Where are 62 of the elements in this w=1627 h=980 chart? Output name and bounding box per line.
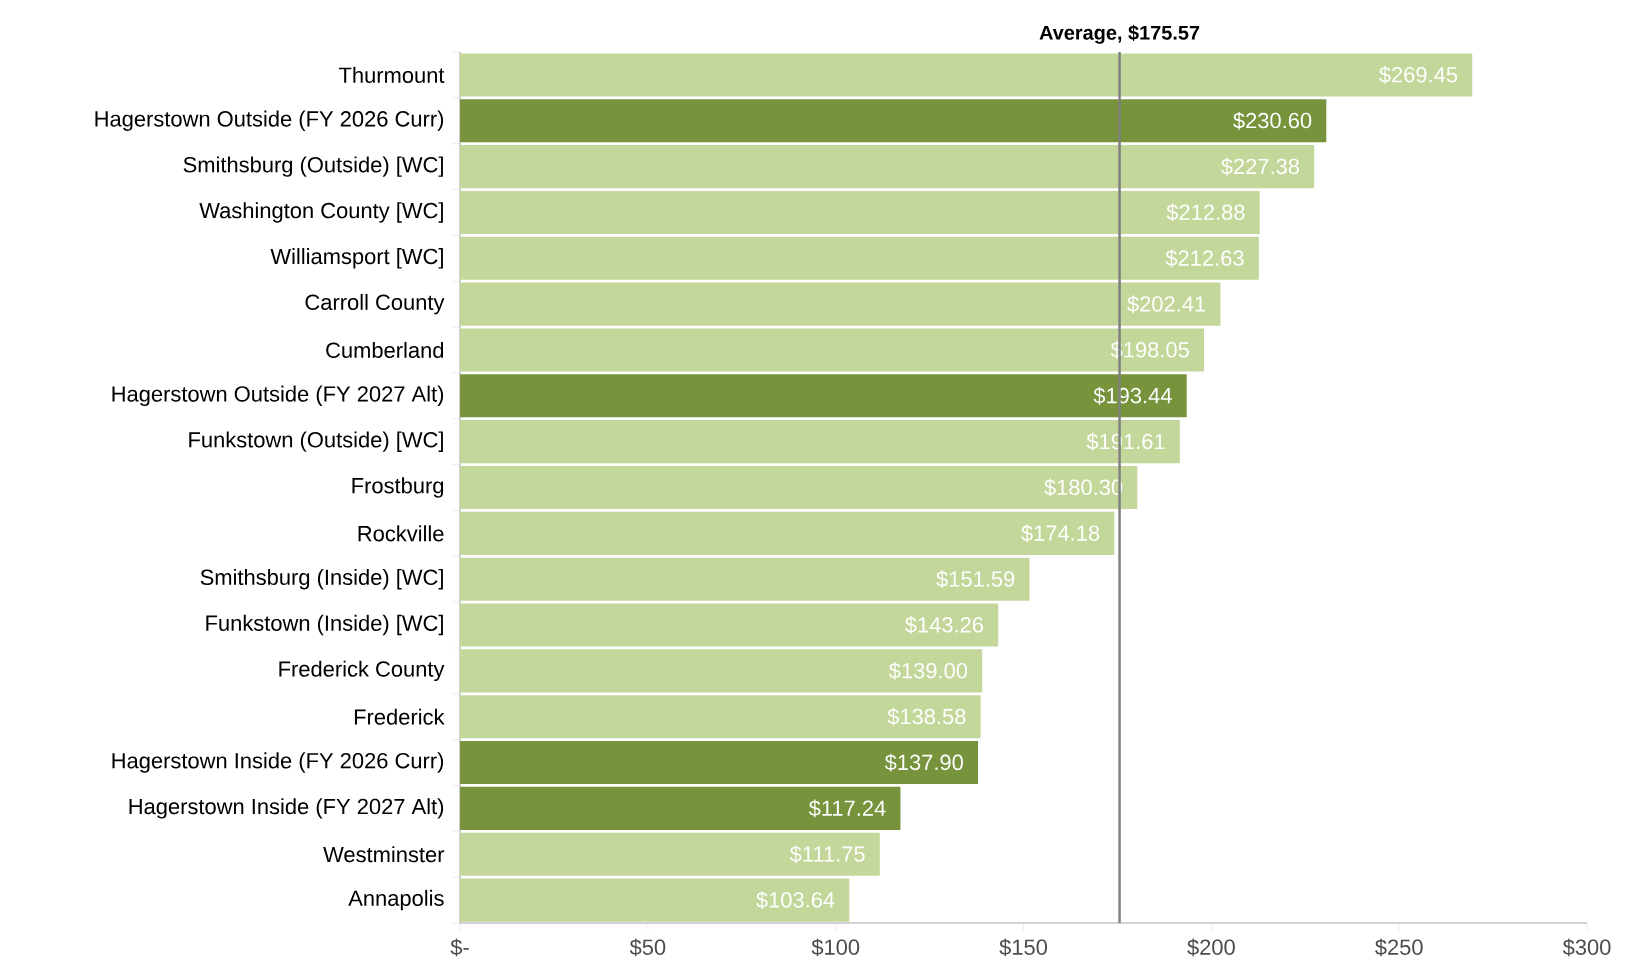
data-label: $117.24: [808, 799, 886, 818]
bar: [460, 878, 850, 922]
y-tick-label: Westminster: [323, 846, 445, 863]
x-tick-label: $100: [811, 938, 860, 957]
y-tick-label: Frostburg: [352, 477, 444, 498]
bar: [460, 99, 1327, 143]
bar: [460, 282, 1221, 326]
y-tick-label: Smithsburg (Outside) [WC]: [183, 156, 443, 177]
y-tick-label: Smithsburg (Inside) [WC]: [200, 568, 443, 590]
data-label: $193.44: [1093, 386, 1172, 405]
ref-line-label: Average, $175.57: [1039, 24, 1200, 44]
y-tick-label: Hagerstown Outside (FY 2026 Curr): [95, 110, 444, 131]
data-label: $138.58: [887, 707, 966, 726]
bar: [460, 145, 1315, 189]
data-label: $143.26: [904, 616, 984, 634]
bar: [460, 236, 1259, 280]
y-tick-label: Funkstown (Inside) [WC]: [206, 614, 443, 636]
bar: [460, 695, 981, 739]
bar: [460, 190, 1260, 234]
bar: [460, 328, 1205, 372]
bar: [460, 603, 999, 647]
y-tick-label: Hagerstown Inside (FY 2027 Alt): [129, 798, 444, 819]
bar: [460, 649, 983, 693]
bar: [460, 557, 1030, 601]
y-tick-label: Thurmount: [339, 66, 445, 83]
y-tick-label: Hagerstown Inside (FY 2026 Curr): [112, 752, 444, 773]
data-label: $202.41: [1127, 295, 1206, 313]
x-tick-label: $50: [629, 938, 666, 957]
bar: [460, 465, 1138, 510]
y-tick-label: Frederick County: [279, 660, 445, 682]
y-tick-label: Rockville: [358, 525, 444, 542]
bar: [460, 741, 979, 785]
data-label: $103.64: [756, 891, 835, 909]
bar: [460, 374, 1187, 418]
bar: [460, 832, 880, 876]
bar: [460, 511, 1115, 555]
data-label: $269.45: [1379, 66, 1458, 84]
y-tick-label: Annapolis: [348, 889, 444, 911]
data-label: $174.18: [1021, 524, 1100, 543]
x-tick-label: $150: [999, 938, 1048, 957]
y-tick-label: Hagerstown Outside (FY 2027 Alt): [112, 385, 444, 407]
y-tick-label: Williamsport [WC]: [270, 248, 443, 269]
data-label: $212.88: [1166, 203, 1245, 222]
data-label: $227.38: [1221, 157, 1300, 176]
data-label: $139.00: [888, 661, 968, 680]
y-tick-label: Carroll County: [305, 293, 445, 315]
x-tick-label: $300: [1562, 938, 1611, 957]
y-tick-label: Cumberland: [326, 341, 444, 359]
y-tick-label: Washington County [WC]: [199, 202, 443, 223]
data-label: $111.75: [789, 845, 865, 864]
x-tick-label: $-: [450, 938, 469, 957]
data-label: $230.60: [1233, 111, 1312, 130]
data-label: $151.59: [936, 570, 1015, 589]
bar: [460, 53, 1473, 97]
bar: [460, 420, 1180, 464]
data-label: $212.63: [1165, 249, 1244, 268]
y-tick-label: Funkstown (Outside) [WC]: [189, 431, 443, 452]
data-label: $137.90: [884, 753, 963, 772]
bar: [460, 786, 901, 830]
y-tick-label: Frederick: [354, 708, 445, 725]
x-tick-label: $200: [1187, 938, 1235, 957]
x-tick-label: $250: [1375, 938, 1423, 957]
